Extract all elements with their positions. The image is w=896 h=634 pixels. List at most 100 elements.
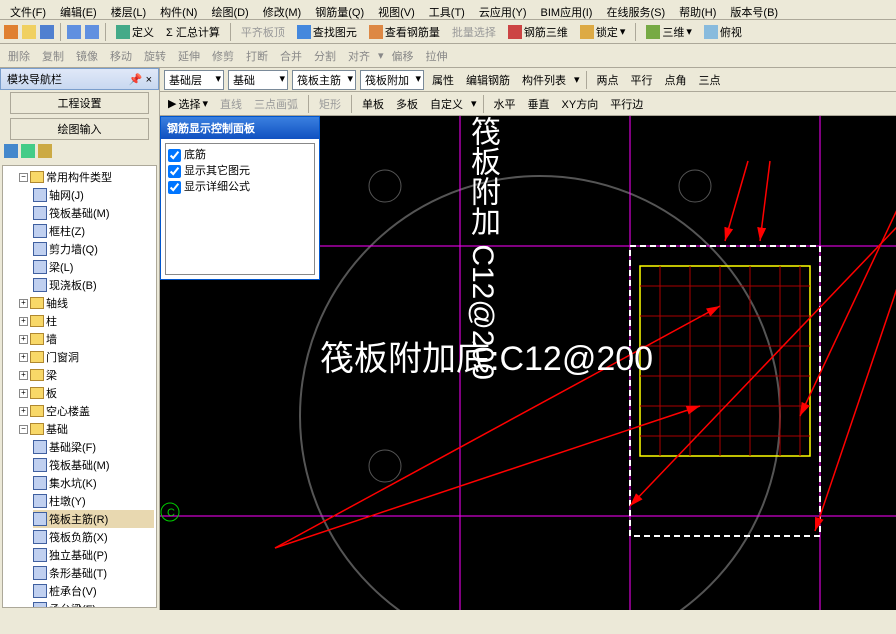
menu-file[interactable]: 文件(F) bbox=[4, 2, 52, 17]
tree-item[interactable]: 独立基础(P) bbox=[33, 546, 154, 564]
menu-cloud[interactable]: 云应用(Y) bbox=[473, 2, 533, 17]
menu-floor[interactable]: 楼层(L) bbox=[105, 2, 152, 17]
multi-board-button[interactable]: 多板 bbox=[392, 94, 422, 114]
menu-edit[interactable]: 编辑(E) bbox=[54, 2, 103, 17]
opt-show-others[interactable]: 显示其它图元 bbox=[168, 162, 312, 178]
menu-help[interactable]: 帮助(H) bbox=[673, 2, 722, 17]
menu-tools[interactable]: 工具(T) bbox=[423, 2, 471, 17]
menu-modify[interactable]: 修改(M) bbox=[257, 2, 308, 17]
offset-button[interactable]: 偏移 bbox=[388, 46, 418, 66]
sum-button[interactable]: Σ 汇总计算 bbox=[162, 22, 224, 42]
tree-item[interactable]: 柱墩(Y) bbox=[33, 492, 154, 510]
tree-item[interactable]: 筏板基础(M) bbox=[33, 204, 154, 222]
menu-bim[interactable]: BIM应用(I) bbox=[535, 2, 599, 17]
tree-item[interactable]: 桩承台(V) bbox=[33, 582, 154, 600]
tree-item[interactable]: 承台梁(F) bbox=[33, 600, 154, 608]
split-button[interactable]: 分割 bbox=[310, 46, 340, 66]
tree-item[interactable]: 剪力墙(Q) bbox=[33, 240, 154, 258]
stretch-button[interactable]: 拉伸 bbox=[422, 46, 452, 66]
tree-item[interactable]: + 轴线 bbox=[19, 294, 154, 312]
menu-version[interactable]: 版本号(B) bbox=[724, 2, 784, 17]
tree-item[interactable]: + 墙 bbox=[19, 330, 154, 348]
tree-icon2[interactable] bbox=[21, 144, 35, 158]
custom-button[interactable]: 自定义 bbox=[426, 94, 467, 114]
rebar-display-panel[interactable]: 钢筋显示控制面板 底筋 显示其它图元 显示详细公式 bbox=[160, 116, 320, 280]
opt-show-formula[interactable]: 显示详细公式 bbox=[168, 178, 312, 194]
find-button[interactable]: 查找图元 bbox=[293, 22, 361, 42]
tree-item[interactable]: − 常用构件类型 bbox=[19, 168, 154, 186]
tree-item[interactable]: + 板 bbox=[19, 384, 154, 402]
draw-input-button[interactable]: 绘图输入 bbox=[10, 118, 149, 140]
xy-button[interactable]: XY方向 bbox=[558, 94, 603, 114]
rotate-button[interactable]: 旋转 bbox=[140, 46, 170, 66]
define-button[interactable]: 定义 bbox=[112, 22, 158, 42]
align-button[interactable]: 对齐 bbox=[344, 46, 374, 66]
tree-item[interactable]: 现浇板(B) bbox=[33, 276, 154, 294]
parallel-button[interactable]: 平行 bbox=[627, 70, 657, 90]
list-button[interactable]: 构件列表 bbox=[518, 70, 570, 90]
point-angle-button[interactable]: 点角 bbox=[661, 70, 691, 90]
layer-select[interactable]: 基础层 bbox=[164, 70, 224, 90]
move-button[interactable]: 移动 bbox=[106, 46, 136, 66]
merge-button[interactable]: 合并 bbox=[276, 46, 306, 66]
arc-button[interactable]: 三点画弧 bbox=[250, 94, 302, 114]
copy-button[interactable]: 复制 bbox=[38, 46, 68, 66]
view-rebar-button[interactable]: 查看钢筋量 bbox=[365, 22, 444, 42]
tree-item[interactable]: 筏板负筋(X) bbox=[33, 528, 154, 546]
tree-icon3[interactable] bbox=[38, 144, 52, 158]
open-icon[interactable] bbox=[22, 25, 36, 39]
batch-select-button[interactable]: 批量选择 bbox=[448, 22, 500, 42]
break-button[interactable]: 打断 bbox=[242, 46, 272, 66]
menu-view[interactable]: 视图(V) bbox=[372, 2, 421, 17]
redo-icon[interactable] bbox=[85, 25, 99, 39]
undo-icon[interactable] bbox=[67, 25, 81, 39]
single-board-button[interactable]: 单板 bbox=[358, 94, 388, 114]
edit-rebar-button[interactable]: 编辑钢筋 bbox=[462, 70, 514, 90]
menu-draw[interactable]: 绘图(D) bbox=[205, 2, 254, 17]
component-tree[interactable]: − 常用构件类型 轴网(J) 筏板基础(M) 框柱(Z) 剪力墙(Q) 梁(L)… bbox=[2, 165, 157, 608]
tree-icon1[interactable] bbox=[4, 144, 18, 158]
tree-item[interactable]: 筏板基础(M) bbox=[33, 456, 154, 474]
rect-button[interactable]: 矩形 bbox=[315, 94, 345, 114]
new-icon[interactable] bbox=[4, 25, 18, 39]
three-point-button[interactable]: 三点 bbox=[695, 70, 725, 90]
tree-item[interactable]: + 柱 bbox=[19, 312, 154, 330]
menu-rebar[interactable]: 钢筋量(Q) bbox=[309, 2, 370, 17]
select-button[interactable]: ▶ 选择▾ bbox=[164, 94, 212, 114]
tree-item[interactable]: 条形基础(T) bbox=[33, 564, 154, 582]
tree-item[interactable]: 梁(L) bbox=[33, 258, 154, 276]
trim-button[interactable]: 修剪 bbox=[208, 46, 238, 66]
delete-button[interactable]: 删除 bbox=[4, 46, 34, 66]
two-point-button[interactable]: 两点 bbox=[593, 70, 623, 90]
base-select[interactable]: 基础 bbox=[228, 70, 288, 90]
tree-item[interactable]: 轴网(J) bbox=[33, 186, 154, 204]
tree-item[interactable]: 集水坑(K) bbox=[33, 474, 154, 492]
tree-item[interactable]: − 基础 bbox=[19, 420, 154, 438]
tree-item[interactable]: 框柱(Z) bbox=[33, 222, 154, 240]
vertical-button[interactable]: 垂直 bbox=[524, 94, 554, 114]
opt-bottom-rebar[interactable]: 底筋 bbox=[168, 146, 312, 162]
parallel-edge-button[interactable]: 平行边 bbox=[606, 94, 647, 114]
tree-item[interactable]: 基础梁(F) bbox=[33, 438, 154, 456]
prop-button[interactable]: 属性 bbox=[428, 70, 458, 90]
save-icon[interactable] bbox=[40, 25, 54, 39]
3d-view-button[interactable]: 三维▾ bbox=[642, 22, 696, 42]
extend-button[interactable]: 延伸 bbox=[174, 46, 204, 66]
add-rebar-select[interactable]: 筏板附加 bbox=[360, 70, 424, 90]
horizontal-button[interactable]: 水平 bbox=[490, 94, 520, 114]
tree-item[interactable]: + 门窗洞 bbox=[19, 348, 154, 366]
line-button[interactable]: 直线 bbox=[216, 94, 246, 114]
tree-item[interactable]: + 梁 bbox=[19, 366, 154, 384]
drawing-canvas[interactable]: C 钢筋显示控制面板 底筋 显示其它图元 显示详细公式 筏板附加底:C12@20… bbox=[160, 116, 896, 610]
menu-online[interactable]: 在线服务(S) bbox=[600, 2, 671, 17]
main-rebar-select[interactable]: 筏板主筋 bbox=[292, 70, 356, 90]
3d-rebar-button[interactable]: 钢筋三维 bbox=[504, 22, 572, 42]
menu-component[interactable]: 构件(N) bbox=[154, 2, 203, 17]
project-settings-button[interactable]: 工程设置 bbox=[10, 92, 149, 114]
pin-icon[interactable]: 📌 × bbox=[129, 73, 152, 86]
tree-item[interactable]: + 空心楼盖 bbox=[19, 402, 154, 420]
mirror-button[interactable]: 镜像 bbox=[72, 46, 102, 66]
bird-view-button[interactable]: 俯视 bbox=[700, 22, 746, 42]
level-button[interactable]: 平齐板顶 bbox=[237, 22, 289, 42]
lock-button[interactable]: 锁定▾ bbox=[576, 22, 630, 42]
